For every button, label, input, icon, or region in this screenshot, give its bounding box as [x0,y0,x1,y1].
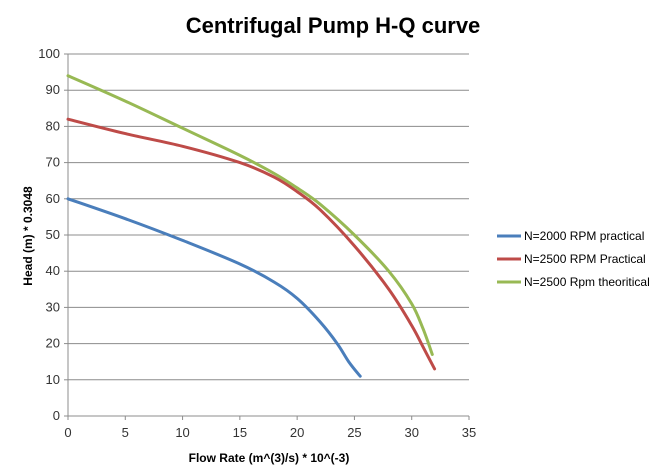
legend: N=2000 RPM practical N=2500 RPM Practical… [497,229,650,289]
legend-label-1: N=2000 RPM practical [524,229,644,243]
y-axis-label: Head (m) * 0.3048 [21,186,35,286]
y-tick-label: 80 [46,118,60,133]
chart-title: Centrifugal Pump H-Q curve [186,13,481,38]
series-line-1 [66,197,362,378]
x-tick-label: 0 [64,425,71,440]
x-tick-label: 5 [122,425,129,440]
y-tick-label: 50 [46,227,60,242]
x-ticks: 0 5 10 15 20 25 30 35 [64,416,476,440]
x-axis-label: Flow Rate (m^(3)/s) * 10^(-3) [189,451,350,465]
x-tick-label: 35 [462,425,476,440]
series-lines [66,74,437,378]
x-tick-label: 30 [404,425,418,440]
legend-label-2: N=2500 RPM Practical [524,252,646,266]
y-tick-label: 90 [46,82,60,97]
y-tick-label: 100 [38,46,60,61]
x-tick-label: 20 [290,425,304,440]
series-line-2 [66,117,437,371]
legend-label-3: N=2500 Rpm theoritical [524,275,650,289]
series-line-3 [66,74,434,356]
y-tick-label: 0 [53,408,60,423]
y-tick-label: 20 [46,336,60,351]
y-tick-label: 30 [46,299,60,314]
x-tick-label: 25 [347,425,361,440]
y-ticks: 0 10 20 30 40 50 60 70 80 90 100 [38,46,68,423]
y-tick-label: 70 [46,155,60,170]
y-tick-label: 60 [46,191,60,206]
y-tick-label: 10 [46,372,60,387]
x-tick-label: 15 [233,425,247,440]
x-tick-label: 10 [175,425,189,440]
grid [68,53,469,381]
y-tick-label: 40 [46,263,60,278]
